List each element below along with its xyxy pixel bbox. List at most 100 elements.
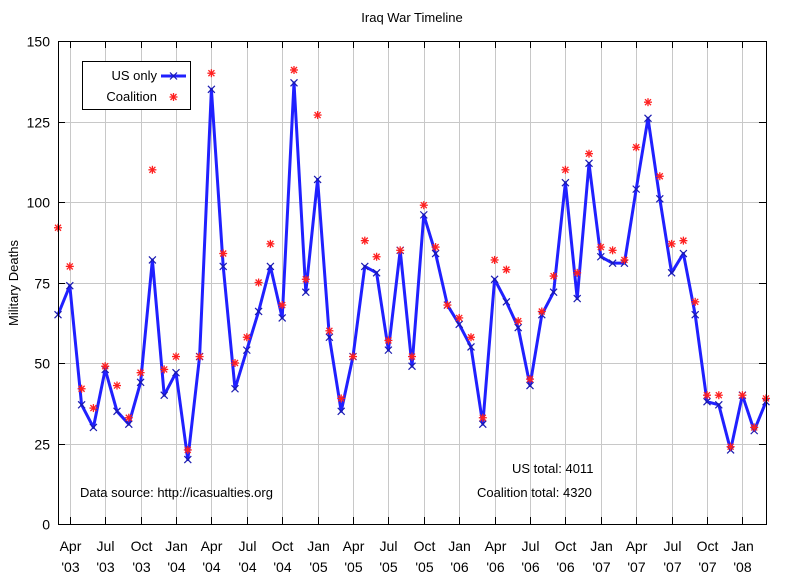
us-only-point bbox=[608, 259, 617, 268]
x-tick-year-label: '08 bbox=[733, 559, 751, 575]
coalition-point bbox=[632, 143, 641, 152]
data-source-note: Data source: http://icasualties.org bbox=[80, 485, 273, 500]
coalition-point bbox=[136, 368, 145, 377]
x-tick-month-label: Jul bbox=[97, 538, 115, 554]
us-only-point bbox=[301, 288, 310, 297]
x-tick-month-label: Jan bbox=[307, 538, 330, 554]
us-only-point bbox=[337, 407, 346, 416]
legend-star-marker bbox=[169, 93, 178, 101]
coalition-point bbox=[573, 268, 582, 277]
coalition-point bbox=[738, 391, 747, 400]
coalition-point bbox=[502, 265, 511, 274]
us-total-note: US total: 4011 bbox=[512, 461, 593, 476]
y-tick-label: 100 bbox=[27, 195, 51, 211]
us-only-point bbox=[679, 249, 688, 258]
coalition-point bbox=[65, 262, 74, 271]
y-axis: 0 25 50 75 100 125 150 bbox=[27, 34, 766, 533]
coalition-point bbox=[384, 336, 393, 345]
coalition-point bbox=[160, 365, 169, 374]
coalition-point bbox=[325, 326, 334, 335]
us-only-point bbox=[219, 262, 228, 271]
x-tick-month-label: Jan bbox=[590, 538, 613, 554]
coalition-point bbox=[526, 375, 534, 384]
coalition-point bbox=[644, 98, 652, 107]
coalition-point bbox=[703, 391, 711, 400]
coalition-point bbox=[183, 445, 192, 454]
coalition-point bbox=[113, 381, 121, 390]
coalition-point bbox=[455, 313, 464, 322]
y-tick-label: 25 bbox=[34, 437, 50, 453]
coalition-point bbox=[396, 246, 405, 255]
coalition-point bbox=[750, 423, 759, 432]
us-only-point bbox=[667, 268, 676, 277]
us-only-point bbox=[231, 384, 239, 393]
x-tick-year-label: '03 bbox=[96, 559, 114, 575]
us-only-point bbox=[596, 252, 605, 261]
us-only-point bbox=[431, 249, 440, 258]
x-tick-month-label: Jan bbox=[731, 538, 754, 554]
us-only-point bbox=[419, 210, 428, 219]
coalition-point bbox=[714, 391, 723, 400]
us-only-point bbox=[183, 455, 192, 464]
coalition-point bbox=[596, 243, 605, 252]
coalition-point bbox=[242, 333, 251, 342]
us-only-point bbox=[124, 420, 133, 429]
x-tick-month-label: Oct bbox=[697, 538, 719, 554]
x-tick-year-label: '05 bbox=[415, 559, 433, 575]
x-tick-year-label: '07 bbox=[592, 559, 610, 575]
x-tick-month-label: Jan bbox=[165, 538, 188, 554]
x-tick-month-label: Jul bbox=[522, 538, 540, 554]
us-only-point bbox=[573, 294, 582, 303]
coalition-point bbox=[124, 413, 133, 422]
x-tick-year-label: '07 bbox=[663, 559, 681, 575]
coalition-point bbox=[561, 165, 570, 174]
legend-label-us: US only bbox=[111, 68, 157, 83]
us-only-point bbox=[478, 420, 487, 429]
y-tick-label: 150 bbox=[27, 34, 51, 50]
legend-marker-coalition bbox=[169, 93, 178, 101]
x-tick-month-label: Jul bbox=[380, 538, 398, 554]
coalition-point bbox=[313, 111, 322, 120]
x-tick-month-label: Oct bbox=[131, 538, 153, 554]
x-tick-year-label: '05 bbox=[344, 559, 362, 575]
x-tick-month-label: Jan bbox=[448, 538, 471, 554]
coalition-point bbox=[372, 252, 381, 261]
us-only-line bbox=[56, 81, 768, 462]
coalition-point bbox=[691, 297, 700, 306]
coalition-point bbox=[490, 255, 499, 264]
x-tick-month-label: Apr bbox=[201, 538, 223, 554]
us-only-point bbox=[561, 178, 570, 187]
coalition-point bbox=[195, 352, 204, 361]
x-tick-month-label: Apr bbox=[626, 538, 648, 554]
coalition-point bbox=[172, 352, 180, 361]
coalition-point bbox=[537, 307, 546, 316]
y-axis-label: Military Deaths bbox=[6, 240, 21, 326]
chart-title: Iraq War Timeline bbox=[361, 10, 462, 25]
us-only-point bbox=[290, 78, 298, 87]
x-tick-year-label: '06 bbox=[450, 559, 468, 575]
us-only-point bbox=[65, 281, 74, 290]
coalition-point bbox=[620, 255, 629, 264]
us-only-point bbox=[714, 400, 723, 409]
us-only-point bbox=[360, 262, 369, 271]
coalition-point bbox=[549, 272, 558, 281]
coalition-point bbox=[89, 404, 98, 413]
coalition-point bbox=[419, 201, 428, 210]
coalition-point bbox=[655, 172, 664, 181]
x-tick-year-label: '04 bbox=[167, 559, 185, 575]
us-only-point bbox=[408, 362, 416, 371]
us-only-series bbox=[54, 78, 770, 464]
x-tick-month-label: Jul bbox=[664, 538, 682, 554]
coalition-point bbox=[219, 249, 228, 258]
x-tick-year-label: '06 bbox=[556, 559, 574, 575]
y-tick-label: 75 bbox=[34, 276, 50, 292]
x-tick-month-label: Oct bbox=[272, 538, 294, 554]
plot-frame bbox=[58, 41, 767, 525]
coalition-point bbox=[478, 413, 487, 422]
legend: US only Coalition bbox=[82, 61, 191, 110]
coalition-point bbox=[679, 236, 688, 245]
x-tick-month-label: Oct bbox=[414, 538, 436, 554]
coalition-point bbox=[360, 236, 369, 245]
coalition-point bbox=[585, 149, 593, 158]
